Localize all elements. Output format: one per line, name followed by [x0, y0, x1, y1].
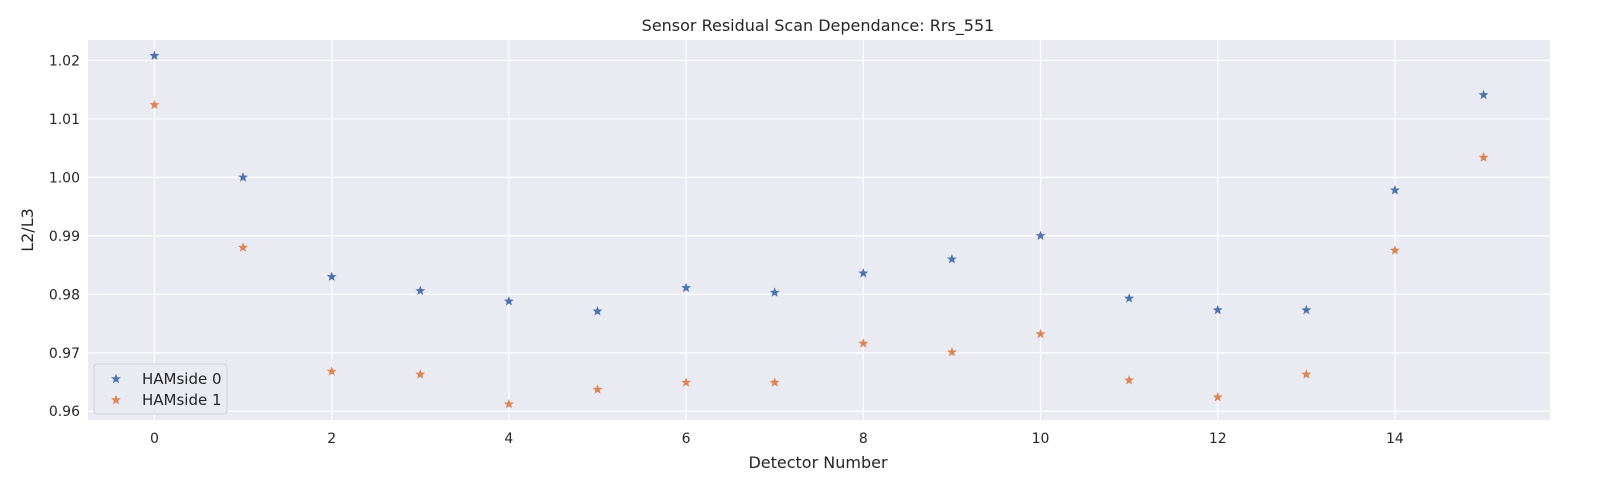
point-series-1	[1478, 152, 1489, 162]
point-series-1	[858, 338, 869, 348]
legend-marker-series-1	[111, 394, 121, 405]
data-points	[149, 50, 1489, 409]
point-series-1	[238, 242, 249, 252]
point-series-0	[415, 285, 426, 296]
point-series-0	[592, 306, 603, 316]
x-tick-label: 2	[327, 431, 336, 447]
point-series-1	[149, 99, 160, 110]
x-axis-ticks: 0 2 4 6 8 10 12 14	[150, 431, 1404, 447]
y-tick-label: 0.97	[49, 346, 80, 362]
y-axis-label: L2/L3	[18, 208, 37, 252]
legend-label-series-0: HAMside 0	[142, 370, 222, 388]
point-series-0	[681, 282, 692, 293]
y-axis-ticks: 0.96 0.97 0.98 0.99 1.00 1.01 1.02	[49, 53, 80, 420]
y-tick-label: 1.01	[49, 112, 80, 128]
x-axis-label: Detector Number	[748, 453, 888, 472]
x-tick-label: 4	[504, 431, 513, 447]
plot-area	[88, 40, 1550, 420]
point-series-1	[681, 377, 692, 387]
point-series-0	[946, 254, 957, 264]
point-series-1	[415, 369, 426, 379]
y-tick-label: 0.96	[49, 404, 80, 420]
x-tick-label: 14	[1386, 431, 1404, 447]
point-series-1	[592, 384, 603, 394]
point-series-0	[1478, 89, 1489, 100]
legend: HAMside 0 HAMside 1	[93, 363, 228, 415]
point-series-0	[1035, 230, 1046, 241]
point-series-0	[1389, 185, 1400, 195]
point-series-0	[503, 296, 514, 306]
grid	[88, 40, 1550, 420]
legend-label-series-1: HAMside 1	[142, 391, 222, 409]
x-tick-label: 12	[1209, 431, 1227, 447]
point-series-1	[503, 399, 514, 409]
point-series-1	[769, 377, 780, 387]
point-series-1	[1212, 392, 1223, 402]
point-series-1	[1124, 375, 1135, 385]
y-tick-label: 1.02	[49, 53, 80, 69]
point-series-1	[1389, 245, 1400, 255]
point-series-0	[858, 268, 869, 278]
point-series-1	[946, 346, 957, 357]
y-tick-label: 1.00	[49, 170, 80, 186]
point-series-0	[149, 50, 160, 60]
x-tick-label: 10	[1032, 431, 1050, 447]
point-series-1	[1035, 328, 1046, 339]
legend-box	[93, 363, 228, 415]
y-tick-label: 0.98	[49, 287, 80, 303]
point-series-1	[326, 366, 337, 376]
point-series-0	[1301, 304, 1312, 315]
point-series-0	[238, 172, 249, 182]
x-tick-label: 8	[859, 431, 868, 447]
y-tick-label: 0.99	[49, 229, 80, 245]
chart-title: Sensor Residual Scan Dependance: Rrs_551	[642, 16, 995, 36]
point-series-0	[326, 271, 337, 281]
point-series-0	[1124, 293, 1135, 303]
legend-marker-series-0	[111, 373, 121, 384]
point-series-1	[1301, 369, 1312, 379]
x-tick-label: 0	[150, 431, 159, 447]
x-tick-label: 6	[682, 431, 691, 447]
point-series-0	[769, 287, 780, 297]
point-series-0	[1212, 304, 1223, 315]
